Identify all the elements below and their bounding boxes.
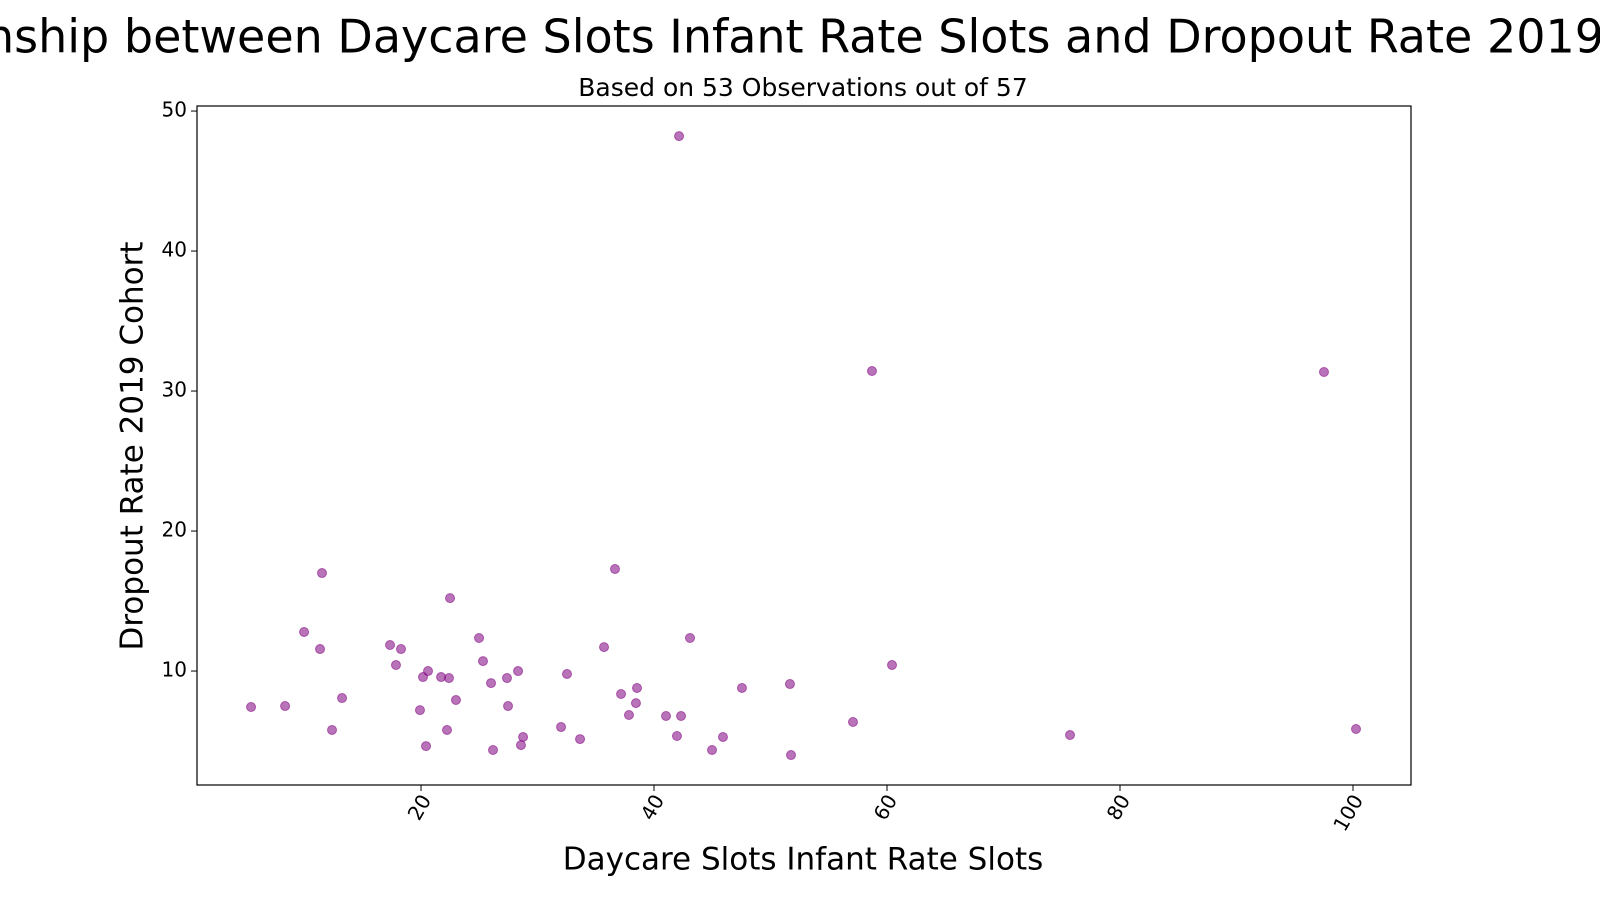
point <box>632 682 643 693</box>
point <box>717 731 728 742</box>
point <box>414 705 425 716</box>
point <box>887 660 898 671</box>
point <box>515 740 526 751</box>
point <box>685 633 696 643</box>
point <box>474 633 485 643</box>
point <box>847 717 858 727</box>
point <box>280 701 291 712</box>
point <box>450 695 461 706</box>
plot-frame <box>196 105 1412 786</box>
y-tick-label: 10 <box>162 658 187 682</box>
point <box>327 724 338 735</box>
point <box>630 698 641 709</box>
point <box>866 366 877 377</box>
point <box>385 640 396 650</box>
point <box>518 731 529 742</box>
point <box>575 734 586 745</box>
point <box>395 644 406 655</box>
y-axis-label: Dropout Rate 2019 Cohort <box>115 241 151 650</box>
point <box>1065 730 1076 741</box>
point <box>503 701 514 712</box>
point <box>445 593 456 604</box>
point <box>616 689 627 699</box>
point <box>1351 724 1362 734</box>
point <box>661 710 672 721</box>
point <box>599 642 610 653</box>
x-tick-label: 20 <box>403 790 437 824</box>
point <box>513 666 524 677</box>
point <box>561 668 572 679</box>
x-tick-label: 80 <box>1102 790 1136 824</box>
y-tick-label: 50 <box>162 98 187 122</box>
x-tick-label: 60 <box>869 790 903 824</box>
point <box>246 702 257 713</box>
x-tick-label: 100 <box>1328 790 1368 835</box>
point <box>501 673 512 684</box>
point <box>443 673 454 684</box>
x-tick-label: 40 <box>636 790 670 824</box>
chart-title: Relationship between Daycare Slots Infan… <box>0 10 1600 64</box>
chart-subtitle: Based on 53 Observations out of 57 <box>578 73 1028 102</box>
point <box>623 710 634 720</box>
y-tick-label: 40 <box>162 238 187 262</box>
y-tick-label: 20 <box>162 518 187 542</box>
point <box>486 678 497 689</box>
point <box>556 722 567 733</box>
point <box>674 131 685 142</box>
x-axis-label: Daycare Slots Infant Rate Slots <box>563 842 1044 878</box>
point <box>488 745 499 755</box>
point <box>609 563 620 574</box>
point <box>477 656 488 667</box>
point <box>736 682 747 693</box>
point <box>423 666 434 677</box>
point <box>337 693 348 704</box>
point <box>707 745 718 755</box>
y-tick-label: 30 <box>162 378 187 402</box>
point <box>316 568 327 579</box>
point <box>441 724 452 735</box>
point <box>784 679 795 690</box>
point <box>671 731 682 741</box>
point <box>1318 367 1329 377</box>
point <box>786 750 797 761</box>
point <box>315 644 326 655</box>
point <box>299 626 310 637</box>
point <box>421 741 432 752</box>
point <box>390 660 401 671</box>
point <box>676 710 687 721</box>
